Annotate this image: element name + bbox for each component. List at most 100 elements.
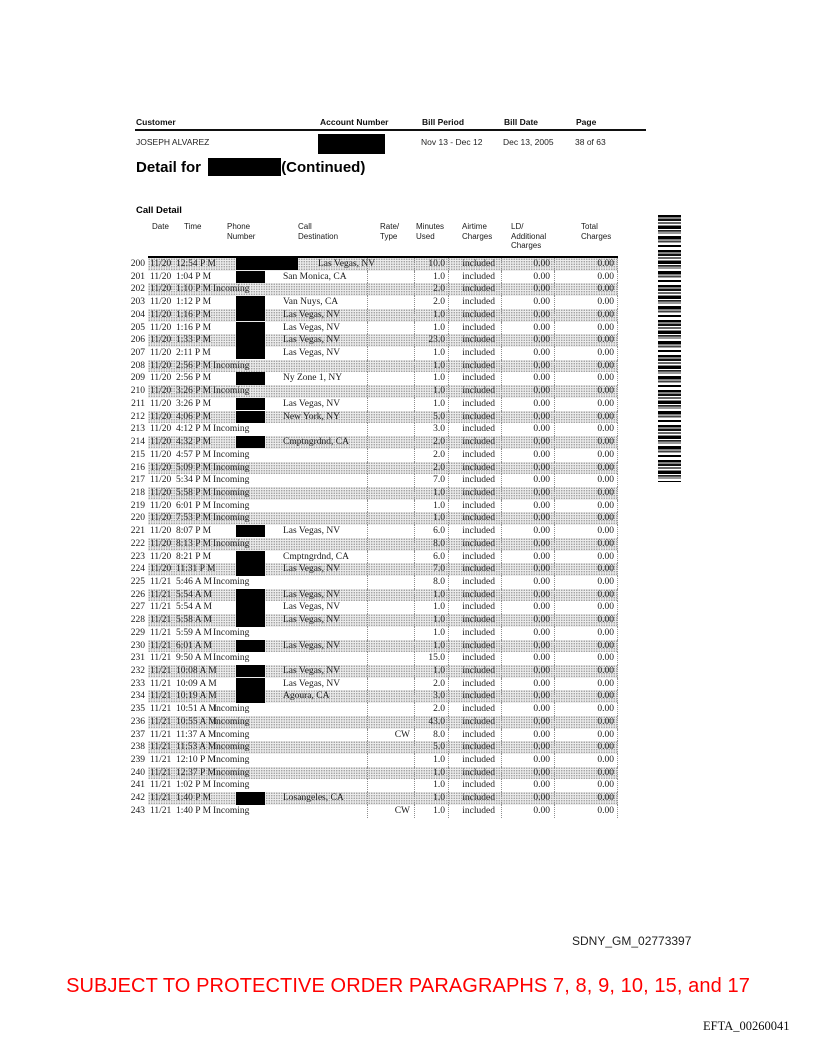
cell-rate-type xyxy=(367,461,414,475)
cell-minutes: 6.0 xyxy=(414,525,448,538)
cell-minutes: 1.0 xyxy=(414,779,448,793)
cell-total-charges: 0.00 xyxy=(554,270,618,284)
cell-minutes: 1.0 xyxy=(414,601,448,615)
phone-number-redaction-box xyxy=(236,525,265,538)
table-row: 232 11/21 10:08 A M Las Vegas, NV 1.0 include… xyxy=(130,665,626,678)
cell-total-charges: 0.00 xyxy=(554,334,618,348)
cell-ld-charges: 0.00 xyxy=(501,690,554,704)
cell-rate-type xyxy=(367,359,414,373)
cell-time: 8:13 P M xyxy=(176,538,212,549)
cell-minutes: 5.0 xyxy=(414,410,448,424)
cell-ld-charges: 0.00 xyxy=(501,321,554,335)
cell-total-charges: 0.00 xyxy=(554,677,618,691)
cell-ld-charges: 0.00 xyxy=(501,665,554,678)
cell-total-charges: 0.00 xyxy=(554,537,618,551)
cell-row-number: 221 xyxy=(130,526,145,537)
table-row-body: 11/20 8:21 P M Cmptngrdnd, CA 6.0 included 0.… xyxy=(148,550,618,564)
table-row-body: 11/20 3:26 P M Incoming 1.0 included 0.00 0.00 xyxy=(148,385,618,398)
cell-time: 5:58 A M xyxy=(176,615,212,626)
cell-date: 11/21 xyxy=(150,729,172,740)
cell-row-number: 233 xyxy=(130,678,145,689)
cell-date: 11/20 xyxy=(150,411,172,422)
phone-number-redaction-box xyxy=(236,601,265,614)
cell-minutes: 5.0 xyxy=(414,741,448,755)
phone-number-redaction-box xyxy=(236,639,265,652)
cell-row-number: 224 xyxy=(130,564,145,575)
col-header-date: Date xyxy=(152,222,169,231)
cell-row-number: 227 xyxy=(130,602,145,613)
cell-destination: New York, NY xyxy=(283,411,341,422)
cell-phone: Incoming xyxy=(213,755,250,766)
cell-total-charges: 0.00 xyxy=(554,499,618,513)
cell-rate-type xyxy=(367,486,414,500)
cell-ld-charges: 0.00 xyxy=(501,614,554,627)
table-row: 208 11/20 2:56 P M Incoming 1.0 included 0.00 0… xyxy=(130,359,626,373)
cell-rate-type xyxy=(367,321,414,335)
cell-destination xyxy=(282,462,367,475)
cell-destination xyxy=(282,754,367,767)
cell-total-charges: 0.00 xyxy=(554,397,618,411)
cell-destination xyxy=(282,360,367,373)
table-row: 241 11/21 1:02 P M Incoming 1.0 included 0.00 0… xyxy=(130,779,626,793)
cell-row-number: 222 xyxy=(130,538,145,549)
cell-airtime: included xyxy=(448,334,501,348)
cell-rate-type: CW xyxy=(367,728,414,742)
cell-phone xyxy=(209,525,282,538)
cell-date: 11/20 xyxy=(150,398,172,409)
col-header-airtime-charges: Airtime Charges xyxy=(462,222,493,241)
cell-total-charges: 0.00 xyxy=(554,792,618,805)
cell-row-number: 215 xyxy=(130,449,145,460)
table-row-body: 11/21 12:10 P M Incoming 1.0 included 0.00 0.0… xyxy=(148,754,618,767)
cell-phone: Incoming xyxy=(213,576,250,587)
cell-airtime: included xyxy=(448,652,501,665)
cell-phone: Incoming xyxy=(213,386,250,397)
table-row: 201 11/20 1:04 P M San Monica, CA 1.0 include… xyxy=(130,270,626,284)
cell-destination: Las Vegas, NV xyxy=(283,678,341,689)
cell-row-number: 214 xyxy=(130,437,145,448)
table-row-body: 11/20 11:31 P M Las Vegas, NV 7.0 included 0.… xyxy=(148,563,618,576)
cell-date: 11/20 xyxy=(150,284,172,295)
cell-destination xyxy=(282,385,367,398)
table-row: 222 11/20 8:13 P M Incoming 8.0 included 0.00 0… xyxy=(130,537,626,551)
cell-airtime: included xyxy=(448,677,501,691)
table-row-body: 11/21 11:37 A M Incoming CW 8.0 included 0.00 0… xyxy=(148,728,618,742)
cell-minutes: 15.0 xyxy=(414,652,448,665)
cell-phone xyxy=(209,665,282,678)
col-header-ld-additional-charges: LD/Additional Charges xyxy=(511,222,547,250)
table-row-body: 11/20 4:32 P M Cmptngrdnd, CA 2.0 included 0.… xyxy=(148,436,618,449)
cell-minutes: 1.0 xyxy=(414,372,448,386)
table-row-body: 11/20 2:56 P M Incoming 1.0 included 0.00 0.00 xyxy=(148,359,618,373)
cell-rate-type xyxy=(367,474,414,487)
cell-row-number: 202 xyxy=(130,284,145,295)
phone-number-redaction-box xyxy=(236,588,265,602)
cell-rate-type xyxy=(367,588,414,602)
cell-row-number: 201 xyxy=(130,271,145,282)
cell-minutes: 1.0 xyxy=(414,385,448,398)
cell-destination: Las Vegas, NV xyxy=(283,398,341,409)
cell-date: 11/21 xyxy=(150,716,172,727)
table-row-body: 11/20 4:57 P M Incoming 2.0 included 0.00 0.00 xyxy=(148,448,618,462)
table-row-body: 11/20 1:04 P M San Monica, CA 1.0 included 0.… xyxy=(148,270,618,284)
cell-airtime: included xyxy=(448,283,501,297)
cell-date: 11/20 xyxy=(150,475,172,486)
call-table-body: 200 11/20 12:54 P M Las Vegas, NV 10.0 includ… xyxy=(130,258,626,818)
cell-airtime: included xyxy=(448,461,501,475)
cell-ld-charges: 0.00 xyxy=(501,766,554,780)
table-row: 211 11/20 3:26 P M Las Vegas, NV 1.0 included… xyxy=(130,397,626,411)
table-row: 223 11/20 8:21 P M Cmptngrdnd, CA 6.0 include… xyxy=(130,550,626,564)
phone-number-redaction-box xyxy=(236,410,265,424)
cell-ld-charges: 0.00 xyxy=(501,754,554,767)
cell-total-charges: 0.00 xyxy=(554,385,618,398)
cell-ld-charges: 0.00 xyxy=(501,486,554,500)
cell-airtime: included xyxy=(448,397,501,411)
cell-minutes: 1.0 xyxy=(414,614,448,627)
cell-time: 11:53 A M xyxy=(176,742,217,753)
cell-date: 11/20 xyxy=(150,322,172,333)
cell-rate-type xyxy=(367,766,414,780)
table-row: 243 11/21 1:40 P M Incoming CW 1.0 included 0.0… xyxy=(130,804,626,818)
cell-time: 4:12 P M xyxy=(176,424,212,435)
cell-airtime: included xyxy=(448,436,501,449)
cell-row-number: 234 xyxy=(130,691,145,702)
phone-number-redaction-box xyxy=(236,397,265,411)
cell-rate-type xyxy=(367,652,414,665)
